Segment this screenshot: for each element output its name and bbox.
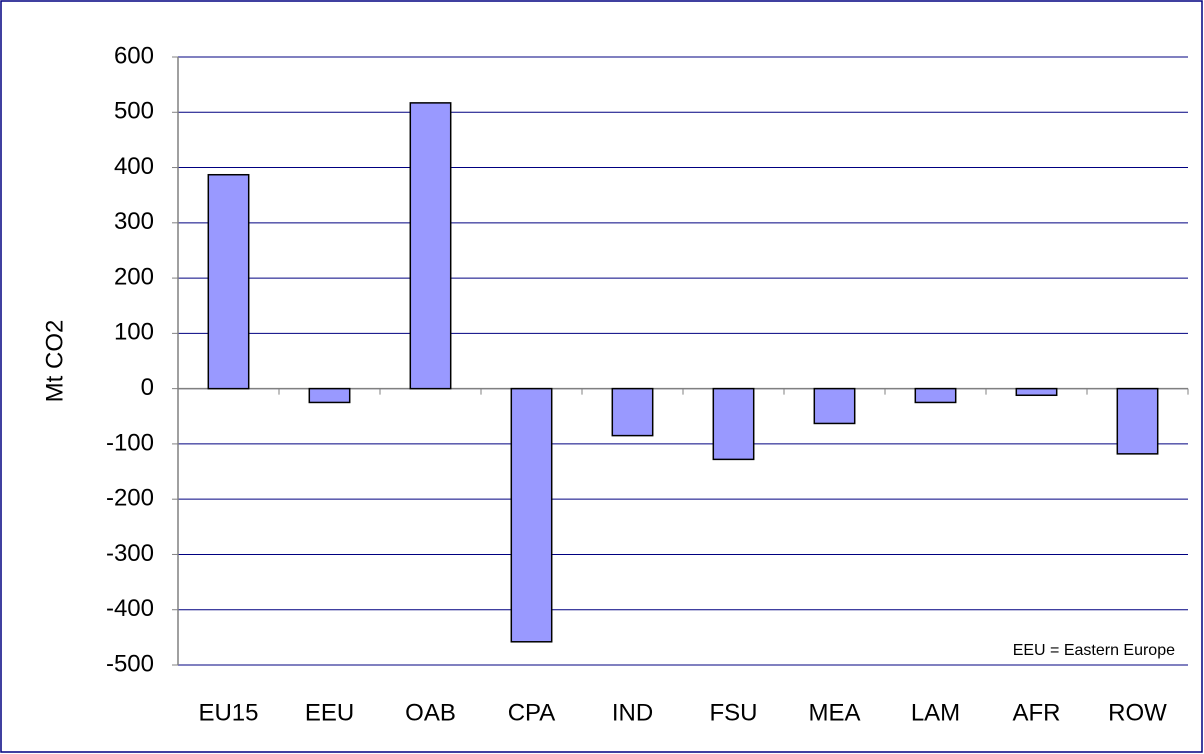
y-tick-label: 600	[114, 42, 154, 69]
x-tick-label: AFR	[1013, 699, 1061, 726]
y-tick-label: -300	[106, 540, 154, 567]
x-tick-label: FSU	[710, 699, 758, 726]
y-tick-label: -500	[106, 650, 154, 677]
y-tick-label: -100	[106, 429, 154, 456]
bar	[611, 387, 654, 437]
bar	[510, 387, 553, 643]
bar	[914, 387, 957, 404]
x-tick-label: EU15	[198, 699, 258, 726]
x-tick-label: IND	[612, 699, 653, 726]
y-tick-label: 300	[114, 208, 154, 235]
x-tick-label: LAM	[911, 699, 960, 726]
x-tick-label: CPA	[508, 699, 556, 726]
bar	[308, 387, 351, 404]
x-tick-label: OAB	[405, 699, 456, 726]
bar	[207, 173, 250, 390]
y-tick-label: 500	[114, 98, 154, 125]
bar	[1015, 387, 1058, 397]
bar	[409, 102, 452, 390]
y-tick-label: -200	[106, 485, 154, 512]
x-tick-label: MEA	[808, 699, 860, 726]
y-axis-label: Mt CO2	[41, 320, 68, 403]
bar	[1116, 387, 1159, 455]
y-tick-label: 200	[114, 263, 154, 290]
y-tick-label: -400	[106, 595, 154, 622]
bar	[712, 387, 755, 461]
y-tick-label: 0	[141, 374, 154, 401]
x-tick-label: ROW	[1108, 699, 1167, 726]
y-tick-label: 400	[114, 153, 154, 180]
bar	[813, 387, 856, 425]
x-tick-label: EEU	[305, 699, 354, 726]
y-tick-label: 100	[114, 319, 154, 346]
annotation: EEU = Eastern Europe	[1013, 642, 1175, 659]
